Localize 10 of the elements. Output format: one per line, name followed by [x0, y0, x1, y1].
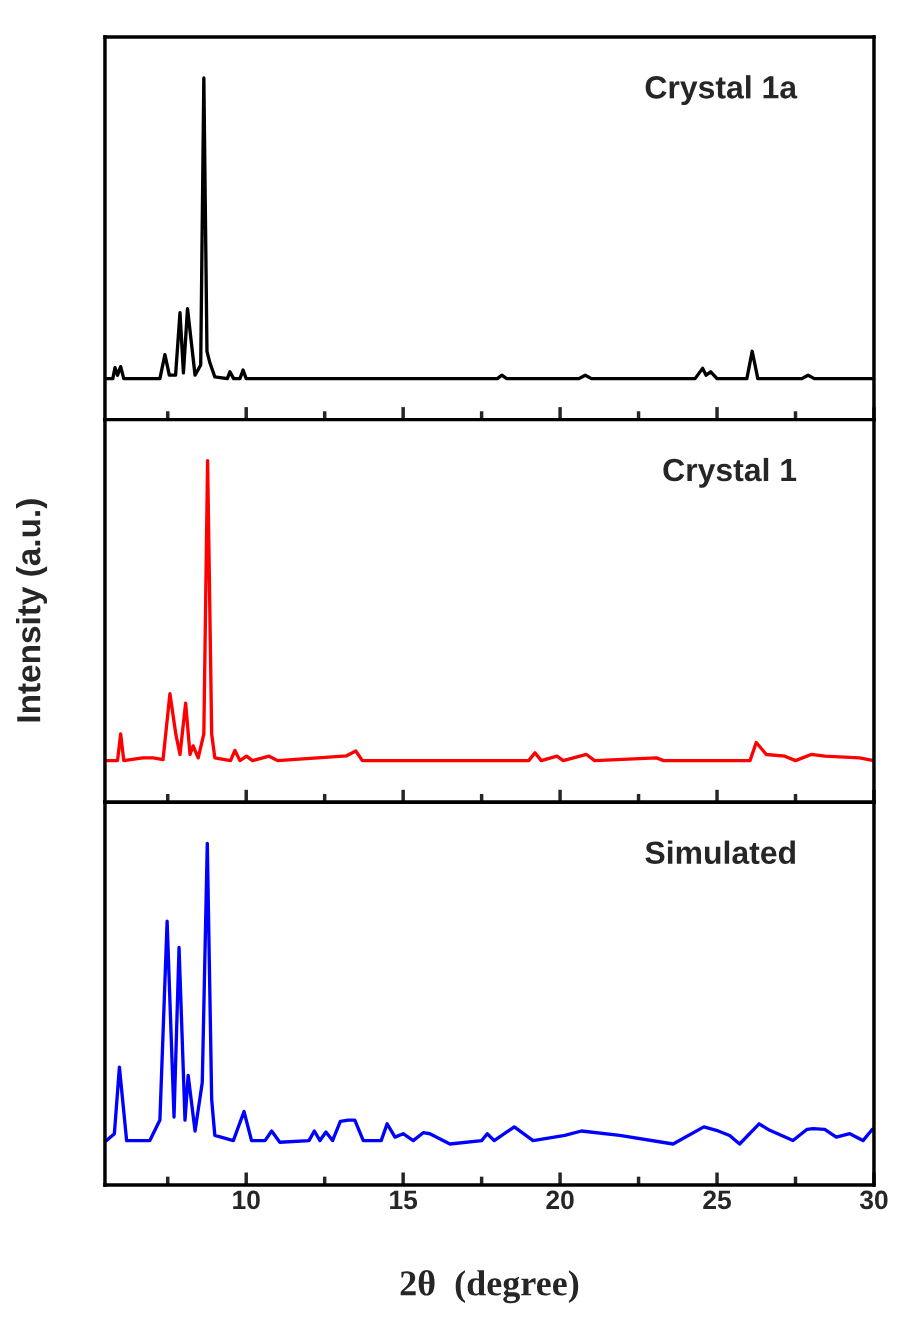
x-tick-label: 25 [703, 1190, 731, 1210]
y-axis-title: Intensity (a.u.) [16, 499, 48, 722]
annotation: Simulated [645, 840, 795, 865]
x-tick-label: 15 [390, 1190, 418, 1210]
x-axis-title: 2θ (degree) [400, 1270, 579, 1304]
x-tick-label: 10 [233, 1190, 260, 1210]
x-tick-label: 30 [859, 1190, 888, 1210]
x-tick-label: 20 [546, 1190, 574, 1210]
annotation: Crystal 1 [663, 457, 797, 488]
annotation: Crystal 1a [645, 75, 798, 105]
